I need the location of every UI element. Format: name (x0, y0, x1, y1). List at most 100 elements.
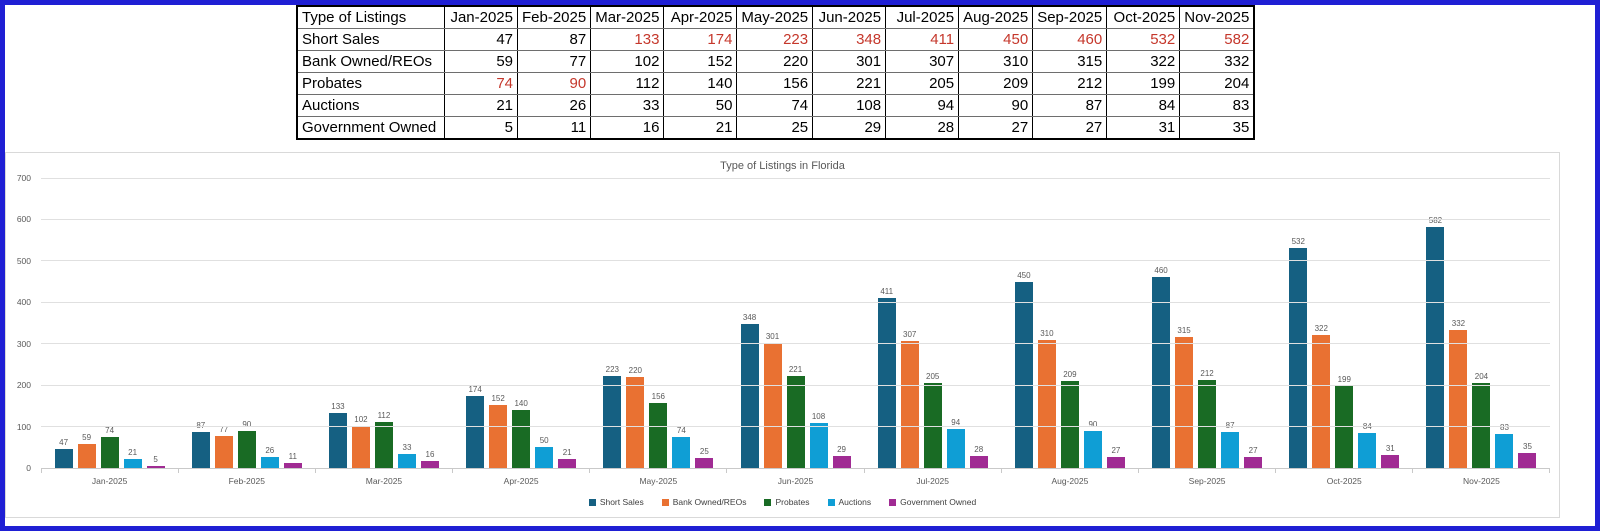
row-label[interactable]: Auctions (296, 94, 445, 117)
cell-value[interactable]: 87 (516, 28, 592, 51)
legend-item[interactable]: Auctions (827, 497, 871, 507)
cell-value[interactable]: 204 (1179, 72, 1255, 95)
cell-value[interactable]: 174 (663, 28, 738, 51)
bar-short-sales[interactable] (1426, 227, 1445, 468)
bar-bank-owned-reos[interactable] (763, 343, 782, 468)
cell-value[interactable]: 5 (444, 116, 518, 140)
bar-short-sales[interactable] (740, 324, 759, 468)
table-header-month[interactable]: Jun-2025 (812, 5, 887, 29)
table-header-label[interactable]: Type of Listings (296, 5, 445, 29)
bar-probates[interactable] (374, 422, 393, 468)
cell-value[interactable]: 315 (1032, 50, 1108, 73)
bar-bank-owned-reos[interactable] (900, 341, 919, 468)
bar-bank-owned-reos[interactable] (1175, 337, 1194, 468)
bar-short-sales[interactable] (603, 376, 622, 468)
cell-value[interactable]: 11 (516, 116, 592, 140)
cell-value[interactable]: 582 (1179, 28, 1255, 51)
cell-value[interactable]: 152 (663, 50, 738, 73)
cell-value[interactable]: 90 (516, 72, 592, 95)
row-label[interactable]: Bank Owned/REOs (296, 50, 445, 73)
cell-value[interactable]: 348 (812, 28, 887, 51)
bar-auctions[interactable] (946, 429, 965, 468)
cell-value[interactable]: 31 (1106, 116, 1181, 140)
cell-value[interactable]: 47 (444, 28, 518, 51)
bar-bank-owned-reos[interactable] (489, 405, 508, 468)
bar-probates[interactable] (100, 437, 119, 468)
cell-value[interactable]: 532 (1106, 28, 1181, 51)
bar-government-owned[interactable] (146, 466, 165, 468)
cell-value[interactable]: 27 (1032, 116, 1108, 140)
cell-value[interactable]: 28 (885, 116, 960, 140)
bar-short-sales[interactable] (54, 449, 73, 468)
bar-probates[interactable] (649, 403, 668, 468)
bar-auctions[interactable] (672, 437, 691, 468)
table-header-month[interactable]: Jan-2025 (444, 5, 518, 29)
cell-value[interactable]: 102 (590, 50, 665, 73)
cell-value[interactable]: 16 (590, 116, 665, 140)
table-header-month[interactable]: Mar-2025 (590, 5, 665, 29)
cell-value[interactable]: 307 (885, 50, 960, 73)
bar-auctions[interactable] (1221, 432, 1240, 468)
cell-value[interactable]: 29 (812, 116, 887, 140)
bar-government-owned[interactable] (1381, 455, 1400, 468)
bar-government-owned[interactable] (832, 456, 851, 468)
cell-value[interactable]: 21 (444, 94, 518, 117)
row-label[interactable]: Government Owned (296, 116, 445, 140)
cell-value[interactable]: 205 (885, 72, 960, 95)
cell-value[interactable]: 450 (958, 28, 1034, 51)
bar-government-owned[interactable] (420, 461, 439, 468)
cell-value[interactable]: 221 (812, 72, 887, 95)
bar-probates[interactable] (512, 410, 531, 468)
bar-government-owned[interactable] (1244, 457, 1263, 468)
bar-government-owned[interactable] (695, 458, 714, 468)
cell-value[interactable]: 74 (444, 72, 518, 95)
cell-value[interactable]: 50 (663, 94, 738, 117)
cell-value[interactable]: 112 (590, 72, 665, 95)
table-header-month[interactable]: Apr-2025 (663, 5, 738, 29)
bar-probates[interactable] (1060, 381, 1079, 468)
bar-bank-owned-reos[interactable] (1037, 340, 1056, 468)
bar-bank-owned-reos[interactable] (1312, 335, 1331, 468)
cell-value[interactable]: 209 (958, 72, 1034, 95)
bar-government-owned[interactable] (283, 463, 302, 468)
cell-value[interactable]: 83 (1179, 94, 1255, 117)
bar-short-sales[interactable] (328, 413, 347, 468)
cell-value[interactable]: 199 (1106, 72, 1181, 95)
bar-bank-owned-reos[interactable] (1449, 330, 1468, 468)
bar-auctions[interactable] (1358, 433, 1377, 468)
bar-auctions[interactable] (123, 459, 142, 468)
bar-auctions[interactable] (535, 447, 554, 468)
table-header-month[interactable]: Jul-2025 (885, 5, 960, 29)
cell-value[interactable]: 220 (736, 50, 814, 73)
cell-value[interactable]: 108 (812, 94, 887, 117)
cell-value[interactable]: 84 (1106, 94, 1181, 117)
bar-auctions[interactable] (1495, 434, 1514, 468)
cell-value[interactable]: 21 (663, 116, 738, 140)
row-label[interactable]: Probates (296, 72, 445, 95)
table-header-month[interactable]: Oct-2025 (1106, 5, 1181, 29)
bar-auctions[interactable] (260, 457, 279, 468)
cell-value[interactable]: 35 (1179, 116, 1255, 140)
listings-chart[interactable]: Type of Listings in Florida 0 100 200 300 40… (5, 152, 1560, 518)
cell-value[interactable]: 27 (958, 116, 1034, 140)
cell-value[interactable]: 25 (736, 116, 814, 140)
bar-short-sales[interactable] (466, 396, 485, 468)
cell-value[interactable]: 140 (663, 72, 738, 95)
legend-item[interactable]: Probates (764, 497, 810, 507)
bar-government-owned[interactable] (969, 456, 988, 468)
cell-value[interactable]: 94 (885, 94, 960, 117)
bar-government-owned[interactable] (558, 459, 577, 468)
cell-value[interactable]: 156 (736, 72, 814, 95)
legend-item[interactable]: Government Owned (889, 497, 976, 507)
cell-value[interactable]: 460 (1032, 28, 1108, 51)
cell-value[interactable]: 77 (516, 50, 592, 73)
bar-short-sales[interactable] (1152, 277, 1171, 468)
bar-probates[interactable] (237, 431, 256, 468)
legend-item[interactable]: Short Sales (588, 497, 644, 507)
bar-short-sales[interactable] (877, 298, 896, 468)
cell-value[interactable]: 301 (812, 50, 887, 73)
cell-value[interactable]: 87 (1032, 94, 1108, 117)
cell-value[interactable]: 26 (516, 94, 592, 117)
table-header-month[interactable]: Sep-2025 (1032, 5, 1108, 29)
bar-bank-owned-reos[interactable] (77, 444, 96, 468)
